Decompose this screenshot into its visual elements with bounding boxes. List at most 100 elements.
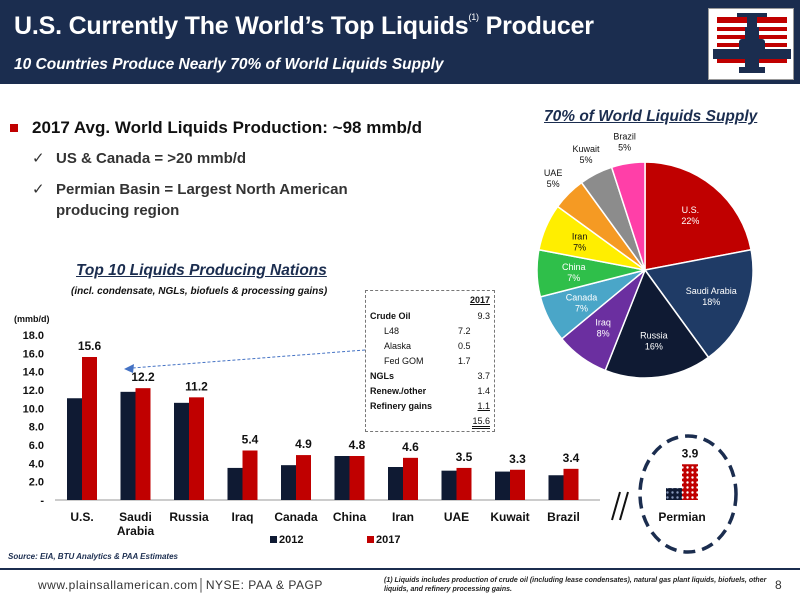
pie-slice-label: Russia (640, 331, 668, 341)
table-cell-sub-value: 0.5 (458, 341, 471, 351)
table-row: NGLs 3.7 (370, 371, 490, 385)
table-cell-value: 1.4 (477, 386, 490, 396)
permian-value-label: 3.9 (682, 446, 699, 460)
bar-2012 (174, 402, 189, 500)
bar-2017 (82, 357, 97, 500)
table-cell-label: Alaska (384, 341, 412, 351)
pie-chart-title: 70% of World Liquids Supply (544, 108, 758, 125)
table-row: Fed GOM 1.7 (370, 356, 490, 370)
bar-value-label: 4.8 (349, 438, 366, 452)
pie-slice-pct: 7% (575, 303, 588, 313)
bar-2017 (135, 388, 151, 500)
bar-2017 (403, 457, 418, 500)
y-tick-label: - (40, 495, 44, 507)
y-tick-label: 4.0 (29, 458, 44, 470)
table-cell-value: 15.6 (472, 416, 490, 429)
table-cell-label: Crude Oil (370, 311, 411, 321)
pie-slice (604, 268, 710, 379)
pie-slice-pct: 7% (573, 243, 586, 253)
callout-arrow-line (131, 349, 366, 369)
sub-bullet: ✓ US & Canada = >20 mmb/d (32, 150, 247, 167)
table-cell-label: Renew./other (370, 386, 427, 396)
table-cell-value: 3.7 (477, 371, 490, 381)
x-tick-label: Saudi (119, 510, 152, 524)
x-tick-label: Canada (274, 510, 318, 524)
bar-value-label: 5.4 (242, 433, 259, 447)
bar-2012 (67, 398, 82, 500)
pipeline-valve-icon (713, 13, 791, 73)
bar-2012 (548, 475, 564, 500)
x-tick-label: Russia (169, 510, 209, 524)
key-points: 2017 Avg. World Liquids Production: ~98 … (10, 118, 530, 221)
table-row: Renew./other 1.4 (370, 386, 490, 400)
bar-2017 (510, 469, 525, 500)
pie-slice-pct: 5% (579, 155, 592, 165)
bar-2017 (296, 455, 311, 500)
bar-chart-title: Top 10 Liquids Producing Nations (76, 262, 327, 279)
legend-swatch-2012 (270, 536, 277, 543)
page-subtitle: 10 Countries Produce Nearly 70% of World… (14, 56, 444, 73)
permian-bar-2012 (666, 488, 682, 500)
bar-value-label: 15.6 (78, 339, 102, 353)
y-tick-label: 18.0 (23, 330, 44, 342)
bar-2017 (189, 397, 204, 500)
table-cell-label: NGLs (370, 371, 395, 381)
pie-slice-label: Canada (566, 292, 598, 302)
table-cell-label: L48 (384, 326, 400, 336)
bar-2017 (349, 456, 365, 500)
main-bullet: 2017 Avg. World Liquids Production: ~98 … (10, 118, 530, 138)
bar-2017 (456, 467, 472, 500)
pie-slice-label: China (562, 262, 586, 272)
y-tick-label: 10.0 (23, 403, 44, 415)
pie-slice-pct: 18% (702, 297, 720, 307)
checkmark-icon: ✓ (32, 150, 45, 167)
table-row: Refinery gains 1.1 (370, 401, 490, 415)
legend-label-2012: 2012 (279, 534, 303, 546)
axis-break-mark (611, 491, 621, 521)
pie-slice-label: U.S. (682, 205, 700, 215)
y-tick-label: 8.0 (29, 422, 44, 434)
table-row: L48 7.2 (370, 326, 490, 340)
bar-chart-subtitle: (incl. condensate, NGLs, biofuels & proc… (71, 286, 328, 297)
x-tick-label: China (333, 510, 367, 524)
pie-slice-pct: 5% (618, 143, 631, 153)
table-row: Crude Oil 9.3 (370, 311, 490, 325)
callout-arrow-head (124, 364, 134, 373)
table-cell-sub-value: 1.7 (458, 356, 471, 366)
source-note: Source: EIA, BTU Analytics & PAA Estimat… (8, 552, 178, 561)
bar-2012 (334, 456, 350, 500)
permian-highlight-circle (638, 434, 738, 554)
x-tick-label: Arabia (117, 524, 155, 538)
company-logo (708, 8, 794, 80)
footer-url: www.plainsallamerican.com│NYSE: PAA & PA… (38, 578, 323, 592)
pie-slice (610, 161, 646, 271)
table-row: Alaska 0.5 (370, 341, 490, 355)
pie-slice-label: Brazil (613, 132, 636, 142)
table-cell-sub-value: 7.2 (458, 326, 471, 336)
legend-label-2017: 2017 (376, 534, 400, 546)
pie-slice (644, 161, 752, 271)
pie-slice (643, 248, 754, 359)
pie-slice-label: Iraq (595, 318, 611, 328)
footnote: (1) Liquids includes production of crude… (384, 577, 767, 593)
bar-value-label: 3.4 (563, 451, 580, 465)
bar-2012 (495, 471, 510, 500)
bar-2012 (120, 391, 136, 500)
table-row: 15.6 (370, 416, 490, 430)
bar-2012 (441, 470, 457, 500)
pie-slice-label: Kuwait (572, 144, 600, 154)
bar-value-label: 11.2 (185, 379, 208, 393)
y-tick-label: 16.0 (23, 348, 44, 360)
pie-slice-pct: 7% (567, 273, 580, 283)
title-footnote-marker: (1) (468, 12, 479, 22)
pie-slice-label: UAE (544, 168, 563, 178)
table-cell-value: 9.3 (477, 311, 490, 321)
x-tick-label: UAE (444, 510, 469, 524)
x-tick-label: Permian (658, 510, 705, 524)
pie-slice-label: Iran (572, 232, 588, 242)
axis-break-mark (619, 491, 629, 521)
pie-slice-pct: 16% (645, 342, 663, 352)
y-axis-label: (mmb/d) (14, 314, 50, 324)
bar-value-label: 12.2 (131, 370, 155, 384)
